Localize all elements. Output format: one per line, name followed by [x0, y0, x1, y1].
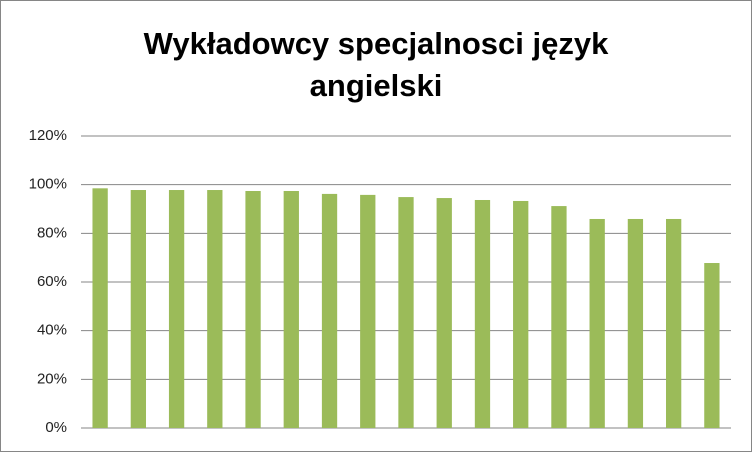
- bar: [245, 190, 261, 428]
- chart-title: Wykładowcy specjalnosci język angielski: [143, 26, 609, 103]
- y-tick-label: 100%: [29, 176, 67, 193]
- bar: [589, 218, 605, 428]
- bar: [474, 199, 491, 428]
- bar: [207, 190, 223, 428]
- bar: [627, 218, 644, 428]
- bar: [360, 194, 376, 428]
- bar: [666, 218, 682, 428]
- bar: [321, 193, 338, 428]
- bar: [551, 206, 567, 428]
- bar: [704, 263, 720, 428]
- bar: [283, 190, 299, 428]
- y-tick-label: 60%: [37, 273, 67, 290]
- y-tick-label: 120%: [29, 127, 67, 144]
- bar: [513, 200, 529, 428]
- bar: [92, 188, 108, 428]
- y-tick-label: 0%: [45, 419, 67, 436]
- bar: [398, 197, 414, 428]
- y-tick-label: 80%: [37, 224, 67, 241]
- bar: [130, 190, 146, 428]
- y-tick-label: 40%: [37, 322, 67, 339]
- bar: [436, 198, 452, 428]
- y-tick-label: 20%: [37, 370, 67, 387]
- bar: [168, 190, 185, 428]
